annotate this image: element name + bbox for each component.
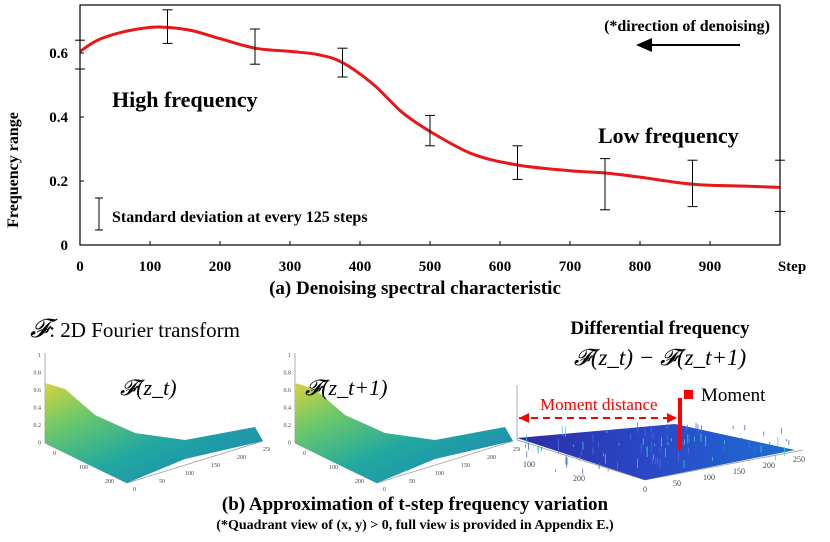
error-bar <box>775 159 785 212</box>
x-tick-label: 200 <box>237 455 246 461</box>
y-tick-label: 0 <box>61 238 69 254</box>
z-tick-label: 0.8 <box>34 371 42 377</box>
diff-y-tick-label: 200 <box>573 474 585 483</box>
x-tick-label: 700 <box>559 259 582 275</box>
error-bar <box>425 114 435 147</box>
y-tick-label: 200 <box>105 479 114 485</box>
error-bar <box>512 145 523 180</box>
frequency-line-chart: 0 100 200 300 400 500 600 700 800 900 0 0.2 0.4 0.6 F… <box>5 4 806 275</box>
chart-marks <box>75 9 785 231</box>
y-axis-label: Frequency range <box>5 112 22 228</box>
x-tick-label: 200 <box>209 259 232 275</box>
z-tick-label: 0.4 <box>284 406 292 412</box>
direction-arrow-head <box>636 38 652 52</box>
error-bar <box>337 47 348 78</box>
moment-distance-label: Moment distance <box>540 395 658 414</box>
y-tick-label: 100 <box>79 465 88 471</box>
low-frequency-label: Low frequency <box>598 123 739 148</box>
x-tick-label: 150 <box>211 463 220 469</box>
diff-ticks: 100 200 0 50 100 150 200 250 <box>523 455 805 494</box>
x-tick-label: 100 <box>139 259 162 275</box>
y-tick-label: 0 <box>53 451 56 457</box>
series-line <box>79 25 781 189</box>
diff-x-tick-label: 50 <box>673 479 681 488</box>
error-bar <box>687 159 698 208</box>
diff-x-tick-label: 200 <box>763 461 775 470</box>
moment-legend-label: Moment <box>701 385 766 406</box>
surface-z-ticks: 1 0.8 0.6 0.4 0.2 0 0 100 200 0 50 100 150 200 250 <box>34 353 271 493</box>
error-bar <box>75 39 85 70</box>
plot1-label: 𝓕(z_t) <box>120 375 177 400</box>
z-tick-label: 0.6 <box>284 388 292 394</box>
moment-marker <box>678 398 682 450</box>
fourier-legend: 𝓕: 2D Fourier transform <box>30 314 240 345</box>
diff-x-tick-label: 0 <box>643 485 647 494</box>
chart-title: (a) Denoising spectral characteristic <box>269 278 561 299</box>
x-tick-label: 250 <box>513 447 520 453</box>
y-tick-label: 0.2 <box>49 174 68 190</box>
z-tick-label: 0 <box>38 441 41 447</box>
x-tick-label: 300 <box>279 259 302 275</box>
direction-annotation: (*direction of denoising) <box>604 18 770 35</box>
x-tick-label: 400 <box>349 259 372 275</box>
std-legend-label: Standard deviation at every 125 steps <box>112 209 368 226</box>
surface-zt <box>45 383 263 483</box>
x-tick-label: 0 <box>76 259 84 275</box>
diff-y-tick-label: 100 <box>523 460 535 469</box>
z-tick-label: 0 <box>288 441 291 447</box>
x-tick-label: 600 <box>489 259 512 275</box>
surface-z-ticks: 1 0.8 0.6 0.4 0.2 0 0 100 200 0 50 100 150 200 250 <box>284 353 521 493</box>
moment-legend: Moment <box>684 385 765 407</box>
moment-legend-swatch <box>684 390 693 399</box>
x-tick-label: 100 <box>435 471 444 477</box>
x-tick-label: 500 <box>419 259 442 275</box>
x-tick-label: 150 <box>461 463 470 469</box>
error-bar <box>250 28 260 65</box>
diff-x-tick-label: 100 <box>703 473 715 482</box>
fourier-symbol: 𝓕 <box>30 314 50 343</box>
z-tick-label: 0.8 <box>284 371 292 377</box>
y-tick-label: 0.4 <box>49 110 68 126</box>
x-tick-label: 800 <box>629 259 652 275</box>
z-tick-label: 0.6 <box>34 388 42 394</box>
fourier-label: : 2D Fourier transform <box>49 318 240 342</box>
z-tick-label: 0.2 <box>284 423 292 429</box>
panel-b-note: (*Quadrant view of (x, y) > 0, full view… <box>216 518 614 533</box>
x-tick-label: 100 <box>185 471 194 477</box>
high-frequency-label: High frequency <box>112 87 258 112</box>
diff-surface <box>517 424 795 480</box>
diff-x-tick-label: 150 <box>733 467 745 476</box>
differential-plot: Moment distance 100 200 0 50 100 150 200 250 <box>516 385 805 494</box>
moment-arrow-left <box>519 413 529 423</box>
x-axis-label: Step <box>778 259 806 275</box>
x-tick-label: 0 <box>383 487 386 493</box>
moment-arrow-right <box>667 413 677 423</box>
surface-plot-zt1: 1 0.8 0.6 0.4 0.2 0 0 100 200 0 50 100 150 200 250 𝓕(z… <box>284 353 521 493</box>
diff-formula: 𝓕(z_t) − 𝓕(z_t+1) <box>573 345 747 370</box>
x-tick-label: 50 <box>159 479 165 485</box>
y-tick-label: 100 <box>329 465 338 471</box>
x-tick-label: 200 <box>487 455 496 461</box>
x-tick-label: 0 <box>133 487 136 493</box>
panel-b-caption: (b) Approximation of t-step frequency va… <box>221 494 609 515</box>
x-tick-label: 50 <box>409 479 415 485</box>
diff-title: Differential frequency <box>570 318 750 339</box>
z-tick-label: 1 <box>288 353 291 359</box>
x-tick-label: 900 <box>699 259 722 275</box>
plot2-label: 𝓕(z_t+1) <box>305 375 387 400</box>
surface-zt1 <box>295 383 513 483</box>
z-tick-label: 1 <box>38 353 41 359</box>
y-tick-label: 200 <box>355 479 364 485</box>
surface-plot-zt: 1 0.8 0.6 0.4 0.2 0 0 100 200 0 50 100 150 200 250 𝓕(z… <box>34 353 271 493</box>
chart-axes: 0 100 200 300 400 500 600 700 800 900 0 0.2 0.4 0.6 <box>49 4 781 275</box>
error-bar <box>600 158 610 211</box>
x-tick-label: 250 <box>263 447 270 453</box>
diff-x-tick-label: 250 <box>793 455 805 464</box>
error-bar <box>162 9 173 44</box>
z-tick-label: 0.2 <box>34 423 42 429</box>
y-tick-label: 0 <box>303 451 306 457</box>
y-tick-label: 0.6 <box>49 46 68 62</box>
z-tick-label: 0.4 <box>34 406 42 412</box>
